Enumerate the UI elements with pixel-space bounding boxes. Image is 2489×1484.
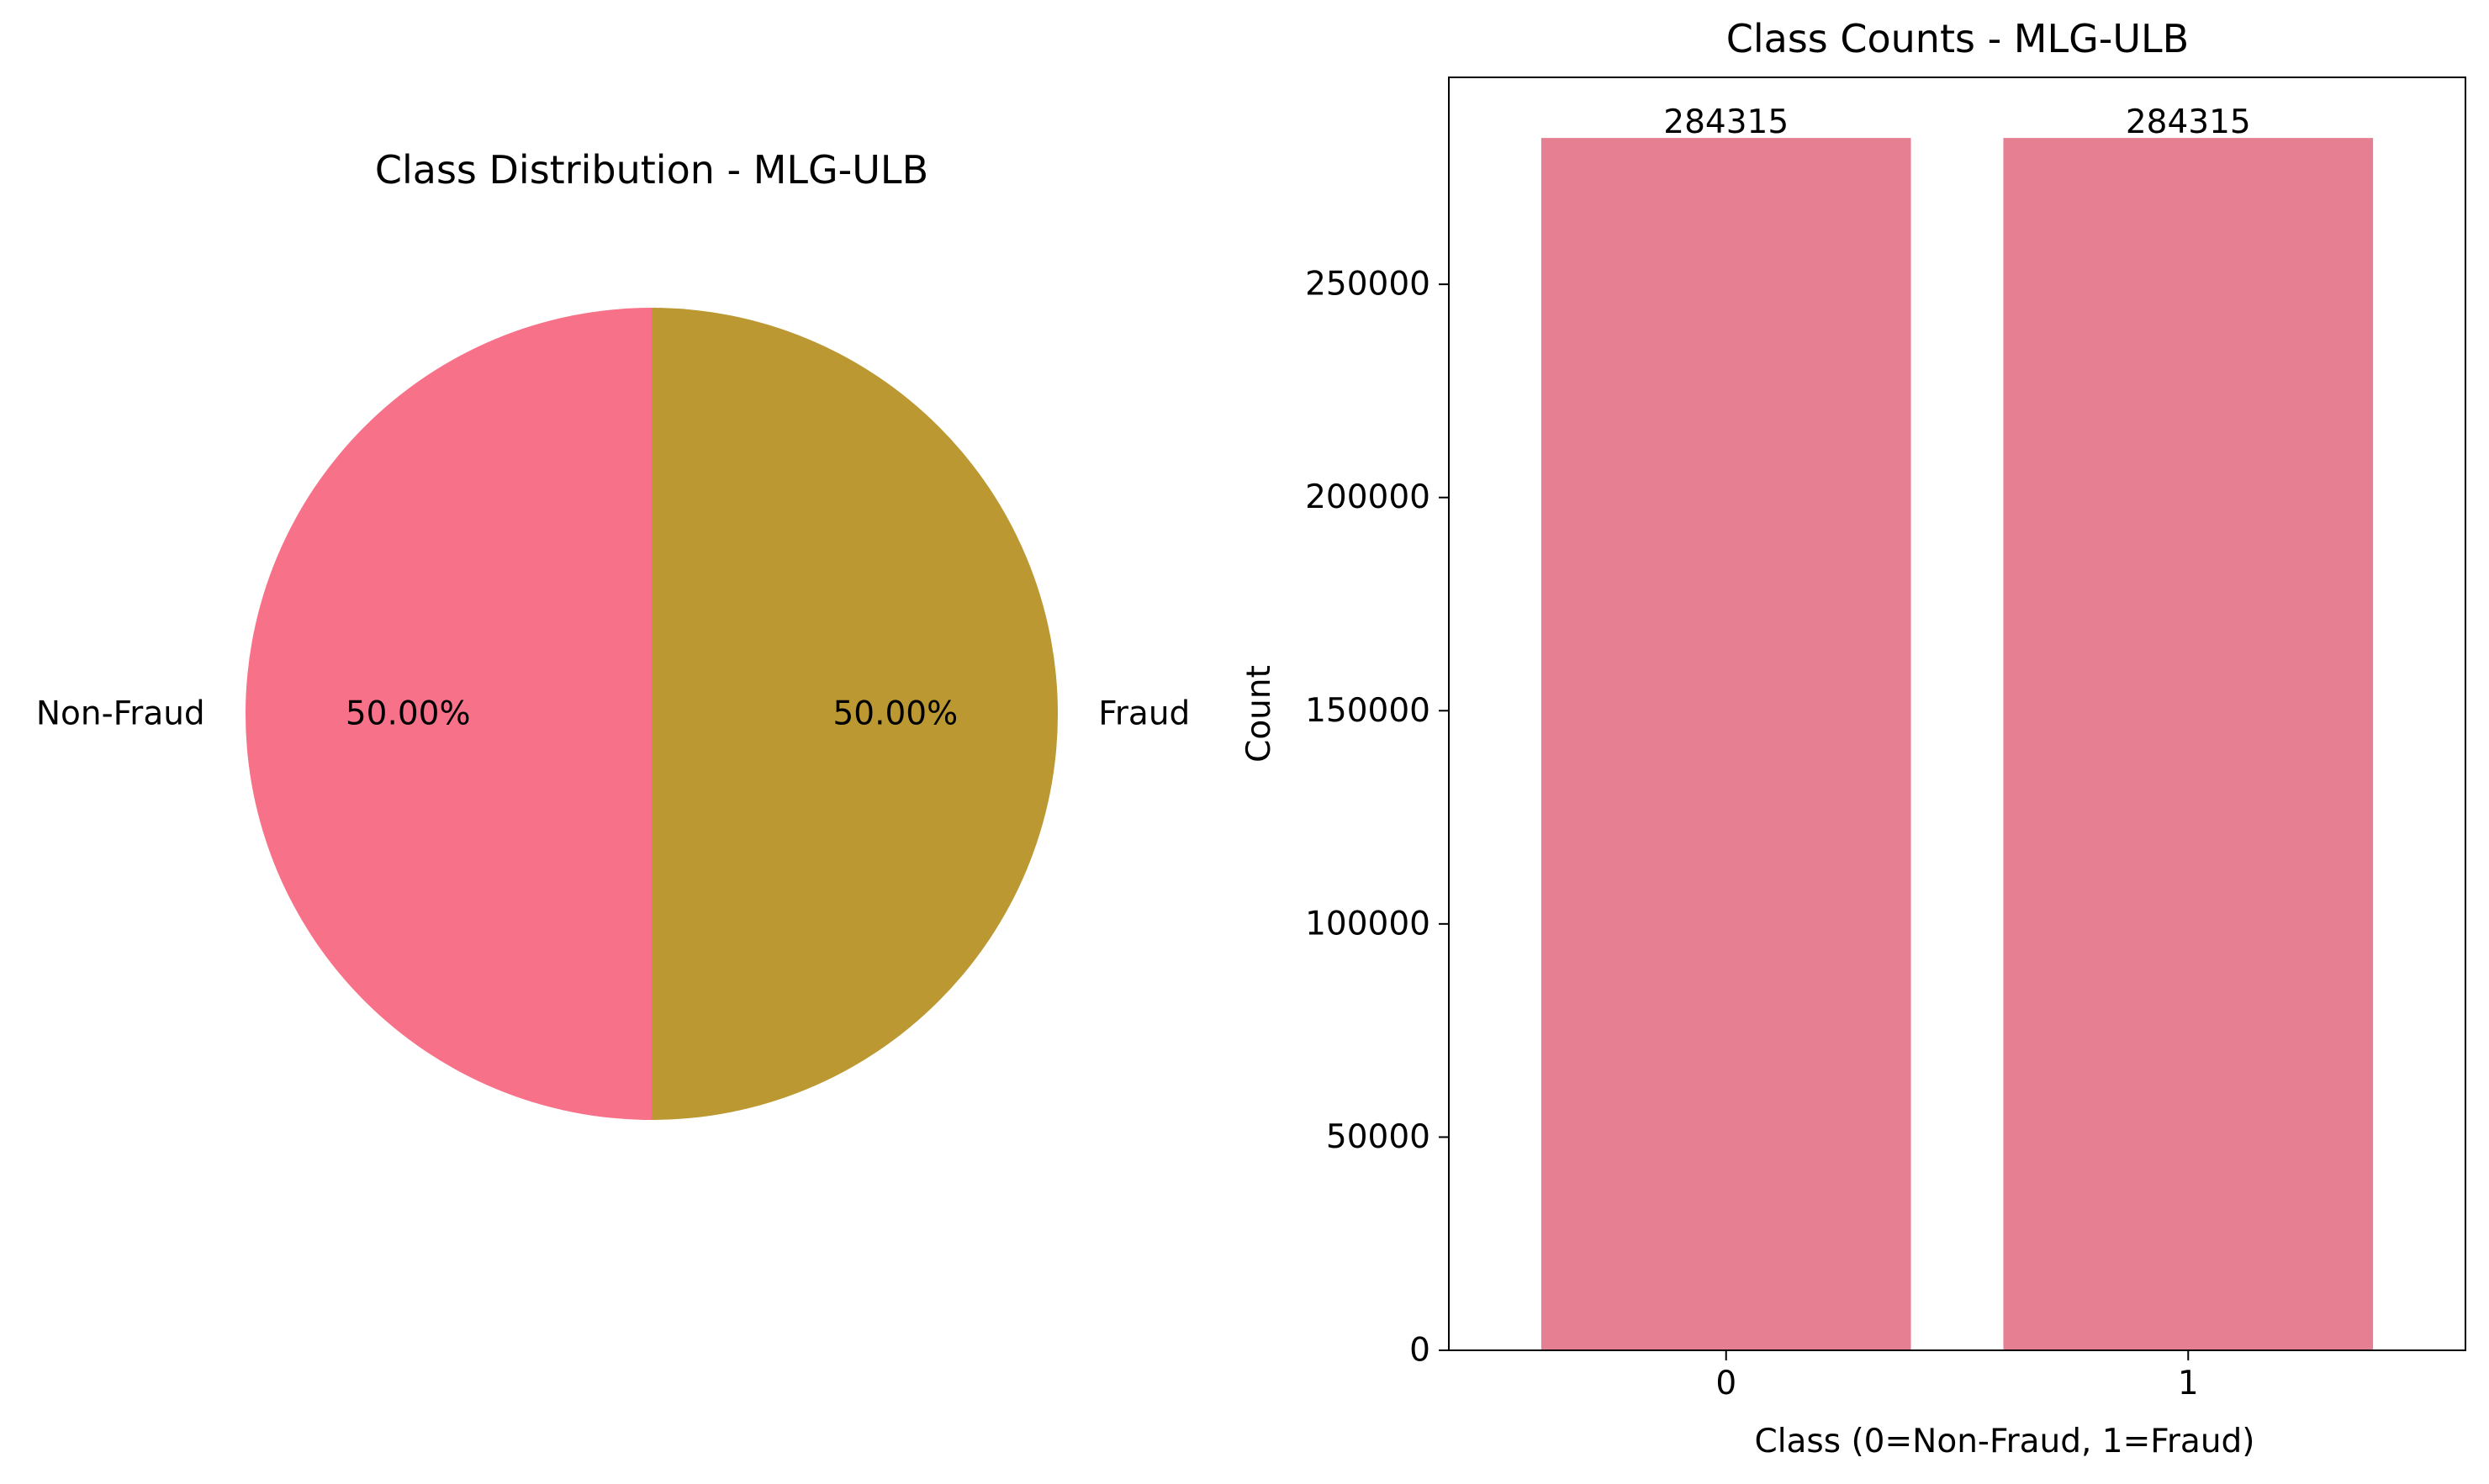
y-tick-label: 250000 — [1305, 266, 1430, 304]
plot-frame — [1448, 77, 2466, 1351]
pie-slice-label: Fraud — [1098, 695, 1190, 733]
bar — [2003, 138, 2374, 1350]
y-tick-label: 200000 — [1305, 478, 1430, 516]
x-tick-label: 1 — [2178, 1365, 2199, 1402]
bar — [1540, 138, 1911, 1350]
pie-slices — [246, 308, 1058, 1120]
pie-slice — [652, 308, 1058, 1120]
x-tick-label: 0 — [1715, 1365, 1736, 1402]
pie-title: Class Distribution - MLG-ULB — [375, 147, 928, 193]
bar-title: Class Counts - MLG-ULB — [1726, 16, 2189, 61]
y-tick-label: 0 — [1409, 1332, 1430, 1370]
y-tick-label: 50000 — [1326, 1118, 1430, 1156]
pie-labels: Non-Fraud 50.00% Fraud 50.00% — [36, 695, 1190, 733]
pie-percent-label: 50.00% — [832, 695, 958, 733]
pie-percent-label: 50.00% — [346, 695, 471, 733]
bar-chart: Class Counts - MLG-ULB 284315 284315 0 500… — [1240, 16, 2466, 1460]
bar-value-labels: 284315 284315 — [1663, 103, 2250, 141]
pie-slice — [246, 308, 652, 1120]
pie-slice-label: Non-Fraud — [36, 695, 205, 733]
y-tick-label: 150000 — [1305, 692, 1430, 730]
y-axis-label: Count — [1240, 665, 1278, 763]
bar-bars — [1540, 138, 2374, 1350]
x-axis-label: Class (0=Non-Fraud, 1=Fraud) — [1754, 1423, 2254, 1460]
pie-chart: Class Distribution - MLG-ULB Non-Fraud 50… — [36, 147, 1190, 1120]
y-axis: 0 50000 100000 150000 200000 250000 — [1305, 266, 1449, 1370]
bar-value-label: 284315 — [2126, 103, 2251, 141]
y-tick-label: 100000 — [1305, 905, 1430, 943]
bar-value-label: 284315 — [1663, 103, 1789, 141]
